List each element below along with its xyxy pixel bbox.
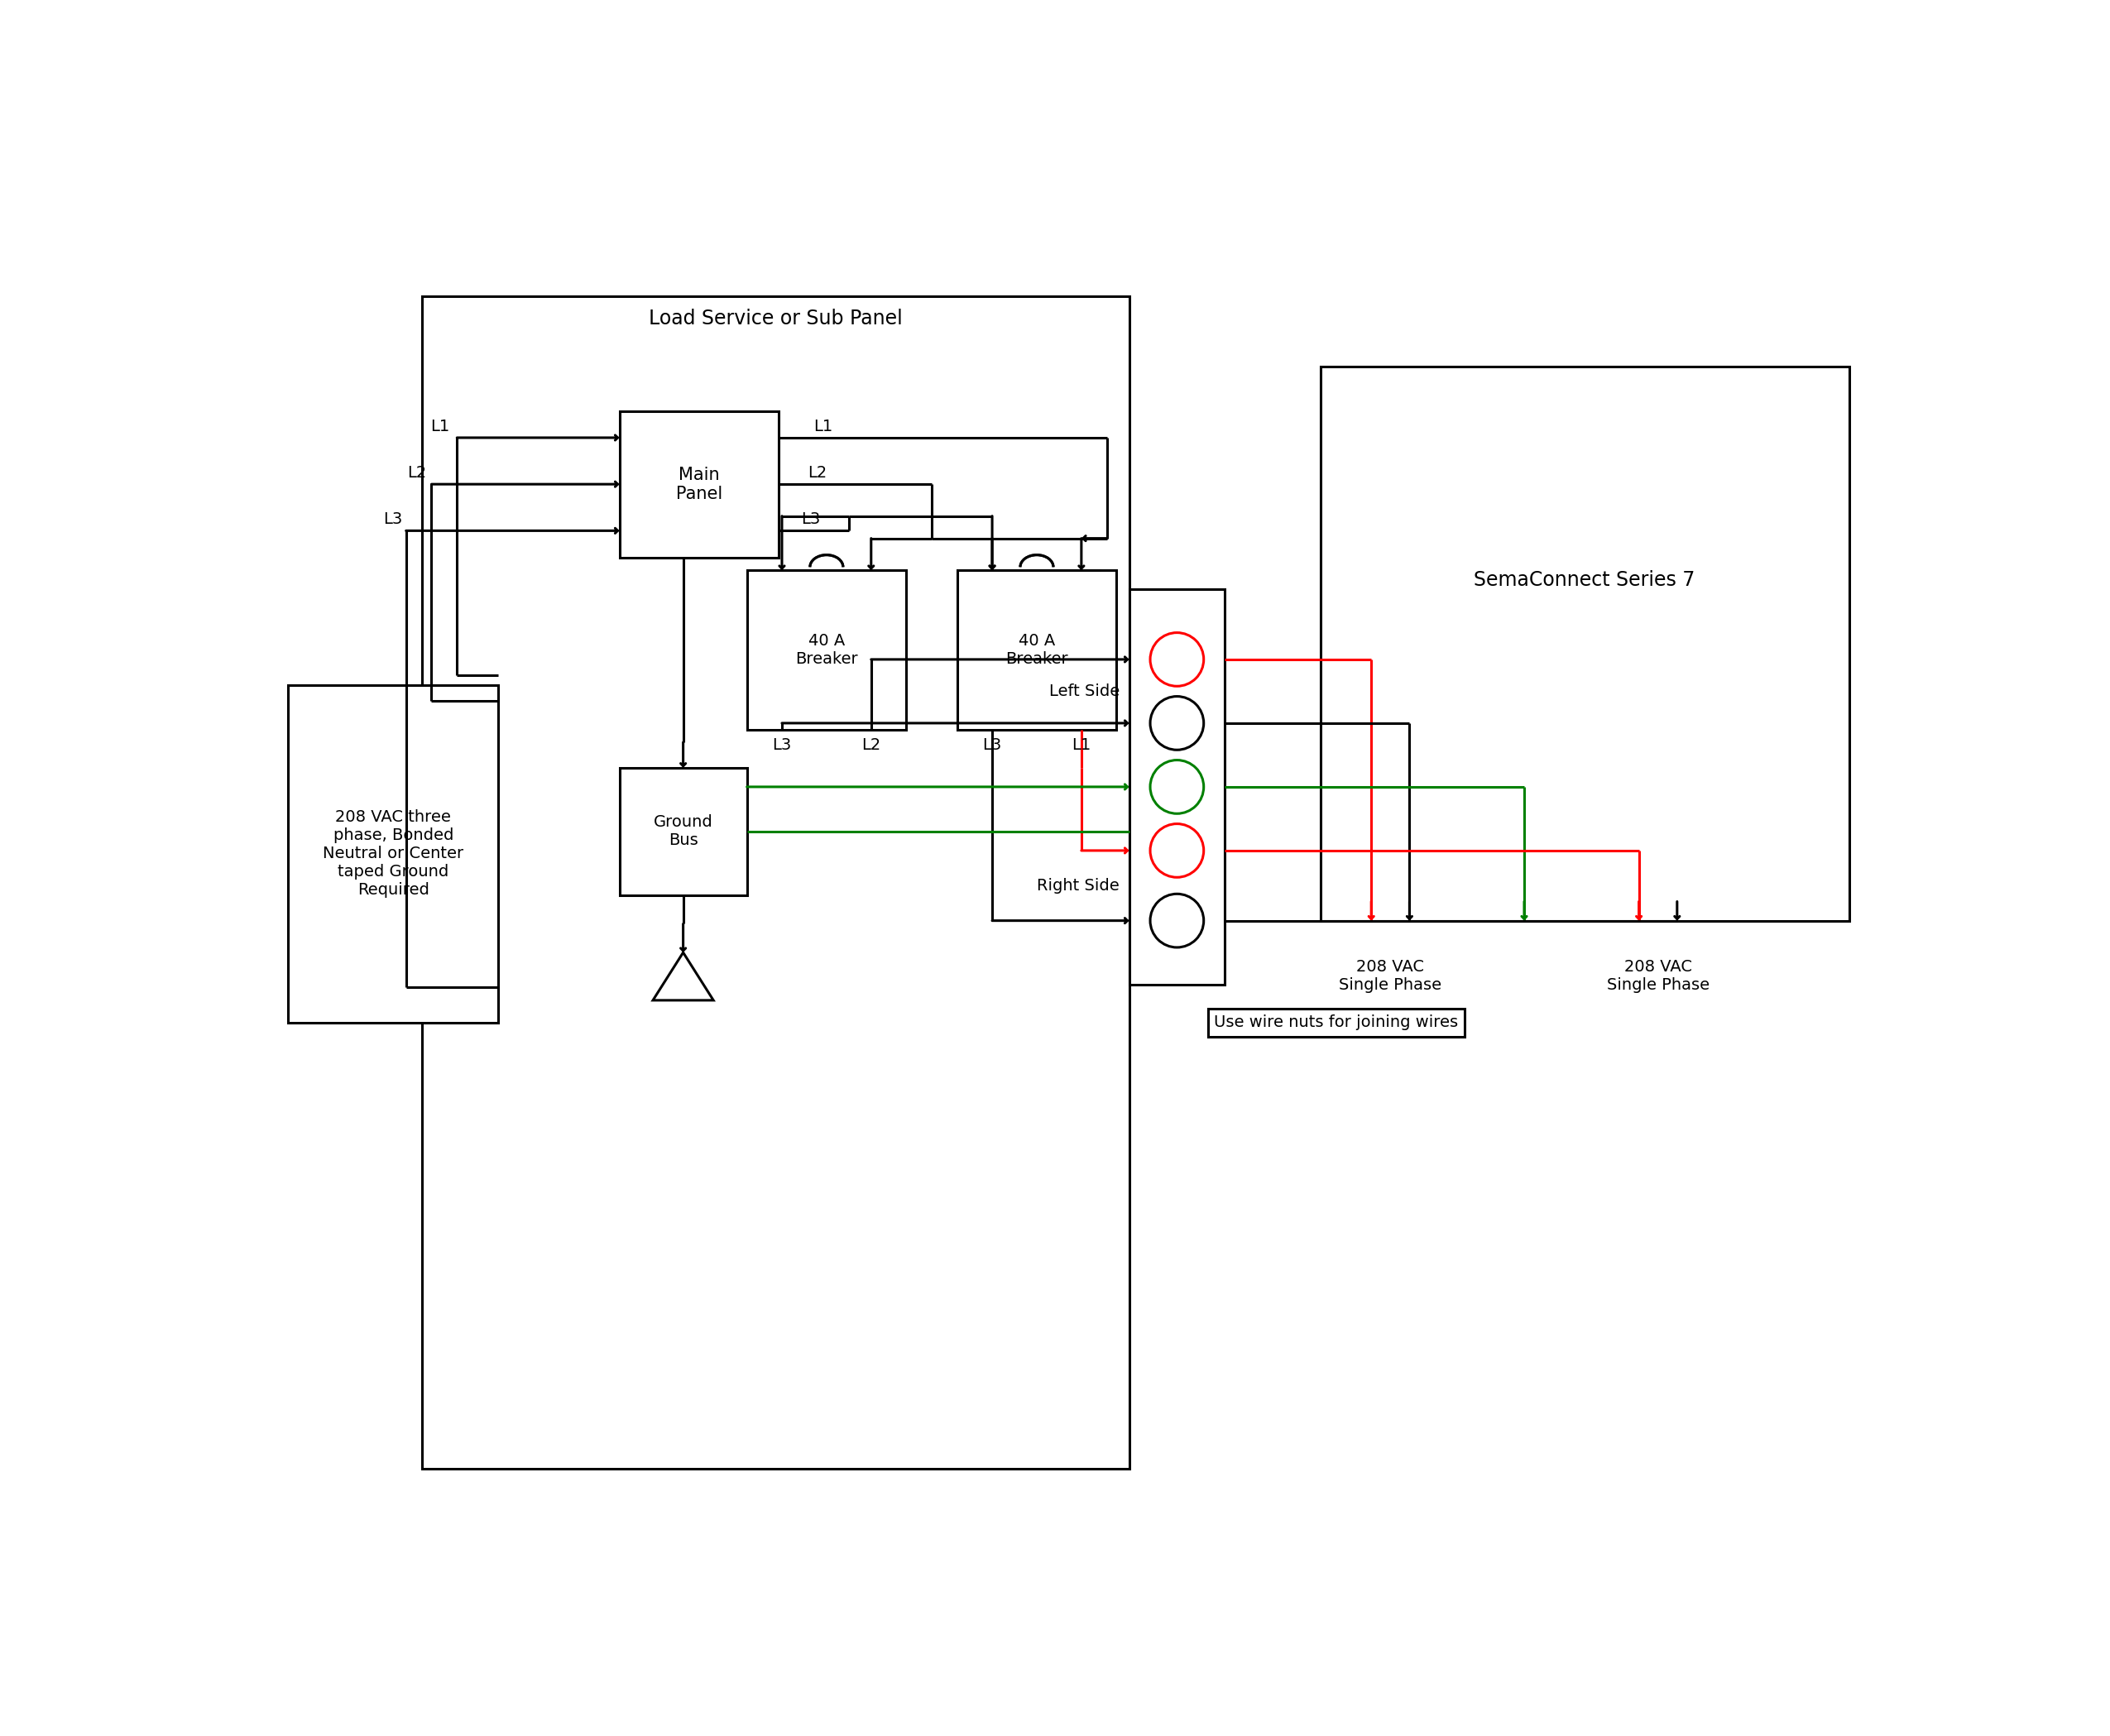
Text: Main
Panel: Main Panel [675, 467, 722, 502]
Text: L1: L1 [430, 418, 449, 434]
Bar [620, 767, 747, 896]
Text: L3: L3 [983, 738, 1002, 753]
Text: Use wire nuts for joining wires: Use wire nuts for joining wires [1213, 1016, 1458, 1031]
Text: Load Service or Sub Panel: Load Service or Sub Panel [648, 309, 903, 328]
Text: L2: L2 [407, 465, 426, 481]
Text: 40 A
Breaker: 40 A Breaker [1006, 634, 1068, 667]
Text: L2: L2 [808, 465, 827, 481]
Text: 208 VAC three
phase, Bonded
Neutral or Center
taped Ground
Required: 208 VAC three phase, Bonded Neutral or C… [323, 809, 464, 898]
Text: L1: L1 [1072, 738, 1091, 753]
Text: 208 VAC
Single Phase: 208 VAC Single Phase [1606, 958, 1709, 993]
Bar [289, 686, 498, 1023]
Bar [747, 569, 905, 729]
Text: L3: L3 [772, 738, 791, 753]
Bar [620, 411, 779, 557]
Text: L3: L3 [802, 512, 821, 528]
Text: SemaConnect Series 7: SemaConnect Series 7 [1475, 569, 1694, 590]
Text: L3: L3 [384, 512, 403, 528]
Text: L1: L1 [814, 418, 833, 434]
Text: 208 VAC
Single Phase: 208 VAC Single Phase [1340, 958, 1441, 993]
Text: Left Side: Left Side [1049, 684, 1120, 700]
Bar [422, 297, 1129, 1469]
Text: Right Side: Right Side [1038, 878, 1120, 894]
Bar [958, 569, 1116, 729]
Text: 40 A
Breaker: 40 A Breaker [795, 634, 859, 667]
Bar [1129, 589, 1224, 984]
Text: L2: L2 [861, 738, 880, 753]
Text: Ground
Bus: Ground Bus [654, 814, 713, 849]
Bar [1321, 366, 1848, 920]
